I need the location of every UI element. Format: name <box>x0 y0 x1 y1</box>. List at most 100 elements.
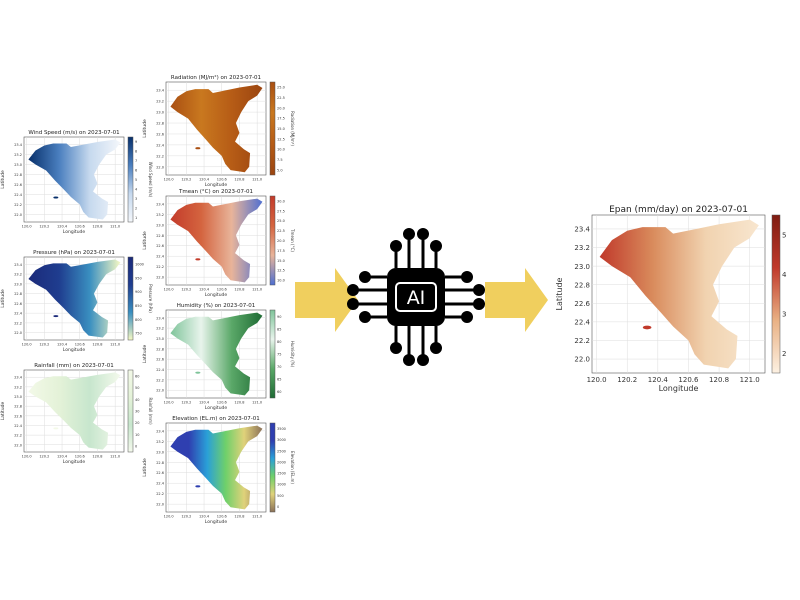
x-tick-label: 120.4 <box>57 343 68 347</box>
x-tick-label: 120.2 <box>181 515 191 519</box>
map-panel-pressure: Pressure (hPa) on 2023-07-01 120.0 120.2 12… <box>0 250 153 353</box>
x-tick-label: 121.0 <box>252 178 262 182</box>
output-map: Epan (mm/day) on 2023-07-01 120.0 120.2 120… <box>555 205 787 393</box>
colorbar-tick-label: 850 <box>135 304 142 308</box>
x-axis-label: Longitude <box>63 229 86 235</box>
region-shape <box>170 425 263 510</box>
colorbar-tick-label: 2 <box>782 350 786 358</box>
colorbar-tick-label: 22.5 <box>277 229 285 233</box>
island-shape <box>195 258 201 261</box>
colorbar-tick-label: 80 <box>277 340 281 344</box>
y-tick-label: 22.0 <box>156 389 164 393</box>
colorbar-label: Wind Speed (m/s) <box>148 162 153 198</box>
y-tick-label: 23.2 <box>156 327 164 331</box>
colorbar <box>269 422 276 513</box>
colorbar-tick-label: 0 <box>135 445 137 449</box>
x-tick-label: 120.8 <box>92 225 102 229</box>
colorbar <box>269 309 276 399</box>
map-panel-tmean: Tmean (°C) on 2023-07-01 120.0 120.2 120.4 1… <box>142 189 295 298</box>
x-tick-label: 120.0 <box>22 455 32 459</box>
colorbar-tick-label: 9 <box>135 140 137 144</box>
y-tick-label: 22.2 <box>156 378 164 382</box>
x-tick-label: 120.2 <box>39 225 49 229</box>
colorbar-tick-label: 1 <box>135 216 137 220</box>
colorbar-tick-label: 17.5 <box>277 249 285 253</box>
y-tick-label: 23.4 <box>574 226 590 234</box>
map-panel-wind: Wind Speed (m/s) on 2023-07-01 120.0 120.2… <box>0 130 153 235</box>
y-tick-label: 23.2 <box>14 153 22 157</box>
x-tick-label: 121.0 <box>110 455 120 459</box>
map-title: Tmean (°C) on 2023-07-01 <box>178 189 253 195</box>
colorbar-tick-label: 27.5 <box>277 209 285 213</box>
colorbar-tick-label: 20.0 <box>277 239 285 243</box>
y-tick-label: 23.0 <box>156 111 164 115</box>
x-tick-label: 120.8 <box>234 515 244 519</box>
map-title: Humidity (%) on 2023-07-01 <box>177 303 256 309</box>
arrow-right-icon <box>295 268 358 332</box>
y-tick-label: 22.8 <box>156 347 164 351</box>
region-shape <box>599 219 759 369</box>
colorbar-tick-label: 40 <box>135 398 139 402</box>
y-tick-label: 22.2 <box>574 337 590 345</box>
colorbar-tick-label: 1000 <box>135 262 144 266</box>
colorbar-tick-label: 30 <box>135 410 139 414</box>
y-tick-label: 22.6 <box>574 300 590 308</box>
y-tick-label: 22.4 <box>574 319 590 327</box>
colorbar-tick-label: 2500 <box>277 449 286 453</box>
y-tick-label: 23.2 <box>574 244 590 252</box>
y-axis-label: Latitude <box>142 119 148 138</box>
y-tick-label: 22.4 <box>14 312 23 316</box>
y-tick-label: 23.0 <box>156 223 164 227</box>
x-axis-label: Longitude <box>205 292 228 298</box>
y-tick-label: 22.0 <box>14 213 22 217</box>
y-tick-label: 23.2 <box>156 100 164 104</box>
colorbar <box>269 81 276 176</box>
y-tick-label: 23.4 <box>14 263 23 267</box>
ai-label: AI <box>407 287 426 309</box>
map-title: Pressure (hPa) on 2023-07-01 <box>33 250 115 256</box>
colorbar-tick-label: 20.0 <box>277 106 285 110</box>
x-tick-label: 120.0 <box>164 401 174 405</box>
map-title: Elevation (EL.m) on 2023-07-01 <box>172 416 260 422</box>
colorbar <box>127 136 134 223</box>
x-tick-label: 120.8 <box>234 178 244 182</box>
x-tick-label: 120.2 <box>181 401 191 405</box>
island-shape <box>53 196 59 199</box>
x-axis-label: Longitude <box>205 519 228 525</box>
x-tick-label: 120.2 <box>181 288 191 292</box>
colorbar <box>127 256 134 341</box>
x-tick-label: 120.4 <box>199 515 210 519</box>
y-tick-label: 22.2 <box>156 492 164 496</box>
x-tick-label: 120.2 <box>181 178 191 182</box>
x-axis-label: Longitude <box>63 347 86 353</box>
colorbar-tick-label: 950 <box>135 276 142 280</box>
x-tick-label: 121.0 <box>740 376 760 384</box>
y-tick-label: 22.8 <box>14 405 22 409</box>
y-tick-label: 22.0 <box>574 356 590 364</box>
x-tick-label: 120.6 <box>217 515 227 519</box>
y-tick-label: 23.0 <box>156 337 164 341</box>
x-tick-label: 120.6 <box>217 288 227 292</box>
y-tick-label: 22.2 <box>14 203 22 207</box>
y-tick-label: 22.4 <box>156 143 165 147</box>
y-tick-label: 22.4 <box>14 193 23 197</box>
y-tick-label: 23.0 <box>14 395 22 399</box>
x-tick-label: 120.4 <box>199 288 210 292</box>
colorbar-tick-label: 20 <box>135 421 139 425</box>
y-tick-label: 22.0 <box>14 443 22 447</box>
x-tick-label: 120.0 <box>164 515 174 519</box>
colorbar-tick-label: 10.0 <box>277 148 285 152</box>
y-axis-label: Latitude <box>142 345 148 364</box>
y-tick-label: 22.8 <box>156 234 164 238</box>
x-tick-label: 121.0 <box>110 343 120 347</box>
island-shape <box>642 325 652 330</box>
x-tick-label: 120.6 <box>678 376 699 384</box>
x-tick-label: 120.0 <box>164 178 174 182</box>
y-tick-label: 22.4 <box>156 368 165 372</box>
colorbar-tick-label: 7.5 <box>277 158 283 162</box>
map-title: Epan (mm/day) on 2023-07-01 <box>609 205 748 215</box>
y-tick-label: 22.8 <box>156 122 164 126</box>
colorbar-tick-label: 1000 <box>277 483 286 487</box>
